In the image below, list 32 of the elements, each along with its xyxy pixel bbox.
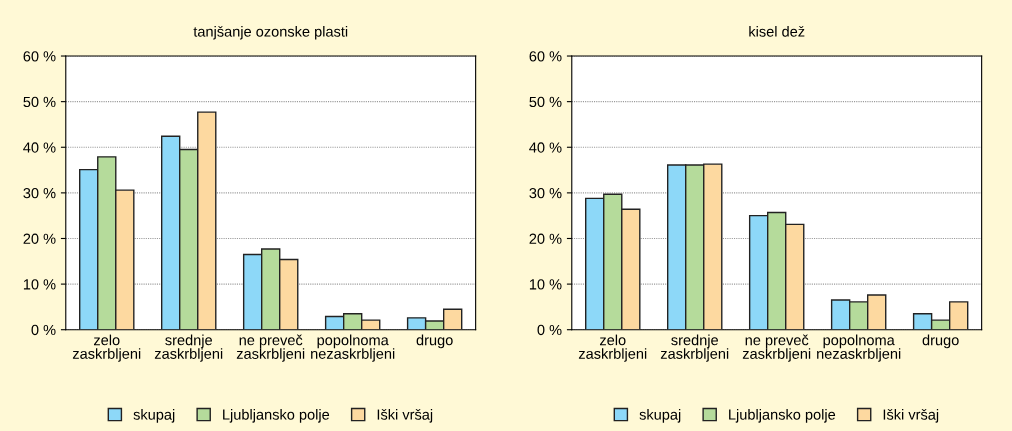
legend-label: skupaj xyxy=(133,409,175,423)
y-tick-label: 60 % xyxy=(23,51,56,62)
legend-label: Ljubljansko polje xyxy=(223,409,330,423)
x-tick-label: srednje zaskrbljeni xyxy=(154,334,223,362)
y-tick-label: 30 % xyxy=(23,187,56,199)
chart-title: kisel dež xyxy=(749,25,805,37)
legend-label: skupaj xyxy=(639,409,681,423)
x-tick-label: popolnoma nezaskrbljeni xyxy=(311,334,395,362)
y-tick-label: 50 % xyxy=(529,96,562,108)
legend-label: Ljubljansko polje xyxy=(729,409,836,423)
x-tick-label: drugo xyxy=(922,334,959,349)
y-tick-label: 20 % xyxy=(23,233,56,244)
y-tick-label: 40 % xyxy=(529,142,562,153)
y-tick-label: 10 % xyxy=(23,279,56,290)
y-tick-label: 0 % xyxy=(31,324,56,336)
y-tick-label: 40 % xyxy=(23,142,56,153)
y-tick-label: 10 % xyxy=(529,279,562,290)
y-tick-label: 0 % xyxy=(537,324,562,336)
y-tick-label: 60 % xyxy=(529,51,562,62)
x-tick-label: ne preveč zaskrbljeni xyxy=(236,334,305,362)
x-tick-label: zelo zaskrbljeni xyxy=(578,334,647,362)
legend-label: Iški vršaj xyxy=(883,408,939,423)
x-tick-label: zelo zaskrbljeni xyxy=(72,334,141,362)
x-tick-label: drugo xyxy=(416,334,453,349)
x-tick-label: srednje zaskrbljeni xyxy=(660,334,729,362)
legend-label: Iški vršaj xyxy=(377,408,433,423)
chart-title: tanjšanje ozonske plasti xyxy=(193,25,348,40)
y-tick-label: 50 % xyxy=(23,96,56,108)
x-tick-label: popolnoma nezaskrbljeni xyxy=(817,334,901,362)
x-tick-label: ne preveč zaskrbljeni xyxy=(742,334,811,362)
y-tick-label: 30 % xyxy=(529,187,562,199)
y-tick-label: 20 % xyxy=(529,233,562,244)
